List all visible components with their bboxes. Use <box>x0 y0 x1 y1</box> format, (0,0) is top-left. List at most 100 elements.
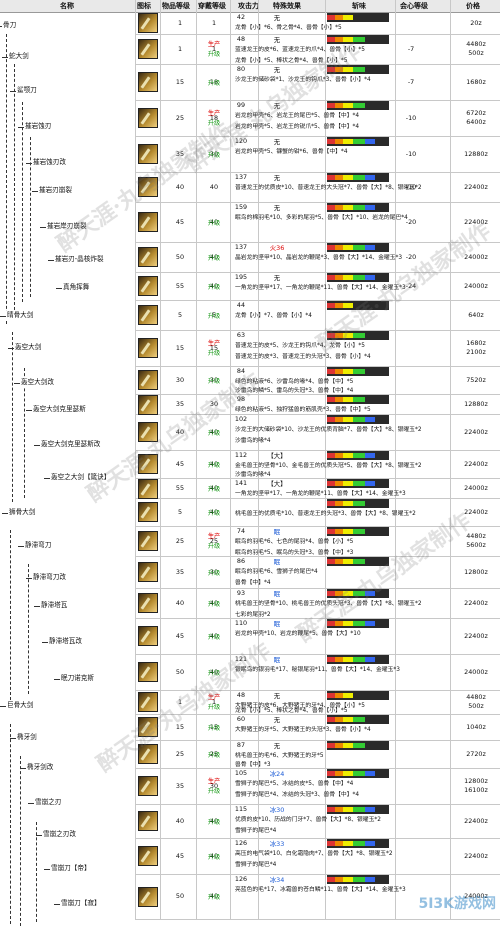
acquire-type: 升级 <box>207 818 221 826</box>
tree-node: 摧岩蚀刃 <box>24 122 53 131</box>
table-row: 35 30 120 无升级 岩龙的甲壳*5、镰蟹的钳*6、兽骨【中】*4 -10 12880… <box>135 136 500 173</box>
price-cell: 2720z <box>466 749 486 758</box>
materials-line: 眠鸟的羽毛*5、眠鸟的头冠*3、兽骨【中】*3 <box>235 550 354 556</box>
attack-cell: 84 <box>236 367 246 375</box>
sharpness-bar <box>327 589 389 598</box>
slot-cell: 15 <box>209 722 219 731</box>
rarity-cell: 40 <box>175 427 185 436</box>
weapon-icon <box>138 593 158 613</box>
price-cell: 20z <box>470 18 482 27</box>
weapon-icon <box>138 338 158 358</box>
effect-cell: 冰33 <box>269 840 285 848</box>
sharpness-bar <box>327 451 389 460</box>
slot-cell: 40 <box>209 631 219 640</box>
weapon-icon <box>138 72 158 92</box>
weapon-icon <box>138 144 158 164</box>
tree-node: 摧岩刃崩裂 <box>38 186 73 195</box>
table-row: 45 40 112 【大】 升级 金毛兽王的坚骨*10、金毛兽王的优质头冠*5、兽骨【大】… <box>135 450 500 479</box>
slot-cell: 40 <box>209 892 219 900</box>
materials-line: 亮蓝色的毛*17、冰霜兽的苍白鳞*11、兽骨【大】*14、金曜玉*3 <box>235 887 406 893</box>
acquire-type: 生产 <box>207 40 221 48</box>
tree-node: 真角挥舞 <box>62 283 91 292</box>
rarity-cell: 30 <box>175 375 185 384</box>
sharpness-bar <box>327 619 389 628</box>
materials-line: 普速龙王的皮*5、沙龙王的钩爪*4、龙骨【小】*5 <box>235 343 365 349</box>
weapon-icon <box>138 212 158 232</box>
sharpness-bar <box>327 655 389 664</box>
sharpness-bar <box>327 715 389 724</box>
table-row: 40 40 137 无普速龙王的优质皮*10、普速龙王的大头冠*7、兽骨【大】*8、银… <box>135 172 500 203</box>
tree-node: 鲨颚刀 <box>16 86 38 95</box>
sharpness-bar <box>327 35 389 44</box>
weapon-icon <box>138 662 158 682</box>
header-name: 名称 <box>60 2 74 10</box>
acquire-type: 升级 <box>207 633 221 641</box>
slot-cell: 40 <box>209 427 219 436</box>
sharpness-bar <box>327 769 389 778</box>
table-row: 25 25 87 无升级 桃毛兽王的毛*6、大野猪王的牙*5 兽骨【中】*3 2720z <box>135 740 500 769</box>
acquire-type: 升级 <box>207 377 221 385</box>
slot-cell: 30 <box>209 781 219 790</box>
materials-line: 一角龙的坚甲*17、一角龙的鞭尾*11、兽骨【大】*14、金曜玉*3 <box>235 491 406 497</box>
header-icon: 图标 <box>137 2 151 10</box>
slot-cell: 5 <box>211 310 217 319</box>
acquire-type: 升级 <box>207 50 221 58</box>
price-cell: 16100z <box>464 785 488 794</box>
rarity-cell: 50 <box>175 892 185 900</box>
price-cell: 22400z <box>464 182 488 191</box>
table-row: 55 40 141 【大】 升级 一角龙的坚甲*17、一角龙的鞭尾*11、兽骨【大】*14… <box>135 478 500 499</box>
price-cell: 22400z <box>464 851 488 860</box>
price-cell: 12800z <box>464 776 488 785</box>
sharpness-bar <box>327 741 389 750</box>
affinity-cell: -20 <box>405 217 417 226</box>
tree-node: 摧岩蚀刃改 <box>32 158 67 167</box>
rarity-cell: 45 <box>175 631 185 640</box>
price-cell: 1680z <box>466 338 486 347</box>
affinity-cell: -10 <box>405 113 417 122</box>
price-cell: 6720z <box>466 108 486 117</box>
price-cell: 24000z <box>464 667 488 676</box>
weapon-icon <box>138 108 158 128</box>
price-cell: 22400z <box>464 459 488 468</box>
slot-cell: 25 <box>209 749 219 758</box>
acquire-type: 生产 <box>207 532 221 540</box>
tree-node: 静滞塔瓦改 <box>48 637 83 646</box>
table-row: 25 18 99 无生产 升级 岩龙的甲壳*6、岩龙王的尾巴*5、兽骨【中】*4 岩龙的甲壳… <box>135 100 500 137</box>
acquire-type: 升级 <box>207 283 221 291</box>
table-row: 15 15 63 生产 升级 普速龙王的皮*5、沙龙王的钩爪*4、龙骨【小】*5 普速龙王的… <box>135 330 500 367</box>
effect-cell: 无 <box>273 102 281 110</box>
acquire-type: 升级 <box>207 485 221 493</box>
materials-line: 优质的皮*10、历战的门牙*7、兽骨【大】*8、银曜玉*2 <box>235 817 381 823</box>
acquire-type: 升级 <box>207 542 221 550</box>
slot-cell: 30 <box>209 567 219 576</box>
acquire-type: 生产 <box>207 339 221 347</box>
sharpness-bar <box>327 805 389 814</box>
rarity-cell: 55 <box>175 281 185 290</box>
slot-cell: 18 <box>209 113 219 122</box>
sharpness-bar <box>327 527 389 536</box>
acquire-type: 升级 <box>207 724 221 732</box>
effect-cell: 无 <box>273 66 281 74</box>
slot-cell: 25 <box>209 536 219 545</box>
materials-line: 银眠鸟的银羽毛*17、秘银尾羽*11、兽骨【大】*14、金曜玉*3 <box>235 667 400 673</box>
tree-node: 轰空大剑克里瑟斯改 <box>40 440 102 449</box>
rarity-cell: 40 <box>175 598 185 607</box>
slot-cell: 40 <box>209 252 219 261</box>
price-cell: 500z <box>468 48 484 57</box>
sharpness-bar <box>327 137 389 146</box>
tree-node: 摧岩刃-晶核炸裂 <box>54 255 105 264</box>
materials-line: 兽骨【中】*4 <box>235 580 271 586</box>
attack-cell: 195 <box>234 273 248 281</box>
price-cell: 22400z <box>464 427 488 436</box>
slot-cell: 40 <box>209 816 219 825</box>
header-attack: 攻击力 <box>238 2 259 10</box>
tree-node: 雪崩之刃改 <box>42 830 77 839</box>
acquire-type: 升级 <box>207 461 221 469</box>
price-cell: 4480z <box>466 531 486 540</box>
tree-node: 晴骨大剑 <box>6 311 35 320</box>
table-row: 30 30 84 升级 绿色的粘液*6、沙雷鸟的喙*4、兽骨【中】*5 沙雷鸟的鳞*5、雷… <box>135 366 500 395</box>
weapon-icon <box>138 502 158 522</box>
sharpness-bar <box>327 301 389 310</box>
affinity-cell: -7 <box>407 77 415 86</box>
